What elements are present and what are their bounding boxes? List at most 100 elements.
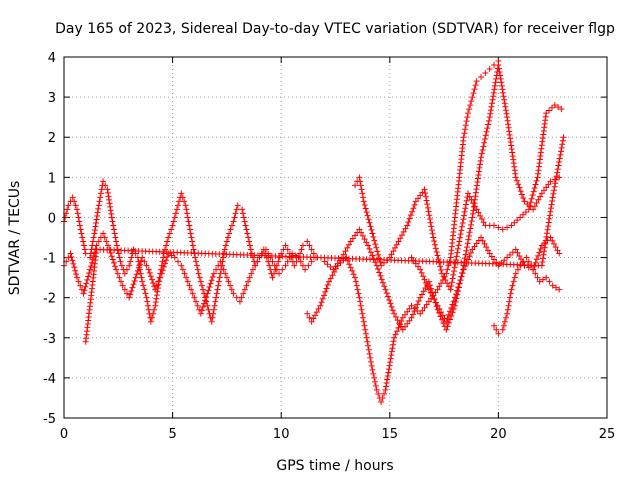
data-point — [490, 89, 497, 96]
data-point — [478, 154, 485, 161]
data-point — [448, 279, 455, 286]
data-point — [195, 270, 202, 277]
y-tick-label: 3 — [48, 91, 56, 106]
data-point — [145, 306, 152, 313]
series-trace-h — [82, 134, 567, 345]
data-point — [184, 278, 191, 285]
data-point — [210, 270, 217, 277]
data-point — [104, 186, 111, 193]
data-point — [321, 292, 328, 299]
data-point — [95, 205, 102, 212]
data-point — [147, 318, 154, 325]
data-point — [556, 250, 563, 257]
data-point — [228, 286, 235, 293]
data-point — [520, 211, 527, 218]
data-point — [94, 212, 101, 219]
data-point — [69, 194, 76, 201]
data-point — [163, 242, 170, 249]
data-point — [153, 295, 160, 302]
data-point — [365, 342, 372, 349]
data-points — [61, 58, 567, 405]
data-point — [536, 278, 543, 285]
data-point — [102, 182, 109, 189]
data-point — [477, 161, 484, 168]
data-point — [498, 79, 505, 86]
data-point — [473, 240, 480, 247]
data-point — [330, 266, 337, 273]
data-point — [520, 194, 527, 201]
data-point — [347, 238, 354, 245]
data-point — [476, 164, 483, 171]
data-point — [95, 238, 102, 245]
data-point — [192, 298, 199, 305]
data-point — [440, 320, 447, 327]
data-point — [468, 98, 475, 105]
data-point — [495, 330, 502, 337]
data-point — [379, 279, 386, 286]
data-point — [291, 262, 298, 269]
data-point — [392, 331, 399, 338]
data-point — [126, 294, 133, 301]
y-tick-label: -3 — [43, 332, 56, 347]
data-point — [461, 130, 468, 137]
data-point — [531, 185, 538, 192]
data-point — [490, 93, 497, 100]
data-point — [552, 244, 559, 251]
data-point — [108, 214, 115, 221]
data-point — [504, 306, 511, 313]
y-tick-label: -1 — [43, 252, 56, 267]
data-point — [450, 268, 457, 275]
data-point — [534, 274, 541, 281]
data-point — [273, 266, 280, 273]
data-point — [367, 358, 374, 365]
data-point — [115, 250, 122, 257]
data-point — [369, 366, 376, 373]
data-point — [399, 314, 406, 321]
data-point — [554, 169, 561, 176]
data-point — [418, 269, 425, 276]
data-point — [80, 290, 87, 297]
data-point — [373, 244, 380, 251]
data-point — [499, 226, 506, 233]
data-point — [141, 258, 148, 265]
data-point — [454, 249, 461, 256]
data-point — [530, 266, 537, 273]
data-point — [77, 282, 84, 289]
data-point — [365, 242, 372, 249]
data-point — [181, 198, 188, 205]
data-point — [537, 245, 544, 252]
data-point — [71, 198, 78, 205]
data-point — [387, 300, 394, 307]
data-point — [130, 281, 137, 288]
series-trace-b — [61, 230, 315, 317]
x-axis-label: GPS time / hours — [276, 458, 393, 474]
data-point — [473, 182, 480, 189]
data-point — [361, 236, 368, 243]
data-point — [389, 345, 396, 352]
data-point — [284, 246, 291, 253]
data-point — [549, 194, 556, 201]
data-point — [554, 247, 561, 254]
data-point — [512, 170, 519, 177]
data-point — [152, 286, 159, 293]
data-point — [313, 309, 320, 316]
data-point — [367, 223, 374, 230]
x-tick-label: 10 — [273, 427, 290, 442]
data-point — [282, 242, 289, 249]
data-point — [327, 275, 334, 282]
data-point — [340, 251, 347, 258]
data-point — [434, 252, 441, 259]
data-point — [208, 277, 215, 284]
data-point — [240, 214, 247, 221]
data-point — [404, 320, 411, 327]
data-point — [357, 302, 364, 309]
data-point — [144, 298, 151, 305]
data-point — [70, 260, 77, 267]
data-point — [182, 202, 189, 209]
data-point — [344, 244, 351, 251]
data-point — [354, 286, 361, 293]
data-point — [179, 266, 186, 273]
data-point — [520, 258, 527, 265]
data-point — [117, 258, 124, 265]
